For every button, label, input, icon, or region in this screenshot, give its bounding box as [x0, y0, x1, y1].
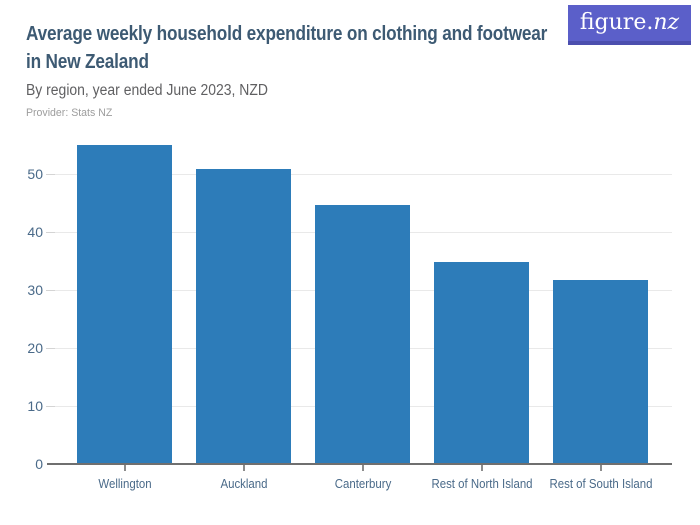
chart-subtitle: By region, year ended June 2023, NZD: [26, 82, 268, 99]
x-axis-tick-rest-of-north-island: [480, 465, 483, 471]
y-axis-label-0: 0: [35, 456, 43, 472]
chart-title-line2: in New Zealand: [26, 51, 149, 73]
bar-rest-of-south-island: [553, 279, 648, 464]
y-axis-tick-20: [46, 348, 55, 349]
logo-text-main: figure.: [579, 10, 654, 35]
x-axis-line: [47, 463, 672, 465]
y-axis-tick-30: [46, 290, 55, 291]
provider-label: Provider: Stats NZ: [26, 107, 113, 119]
x-axis-label-rest-of-south-island: Rest of South Island: [548, 476, 653, 491]
gridline-50: [55, 174, 672, 175]
x-axis-tick-canterbury: [361, 465, 364, 471]
y-axis-label-20: 20: [27, 340, 43, 356]
x-axis-label-rest-of-north-island: Rest of North Island: [430, 476, 533, 491]
x-axis-label-auckland: Auckland: [219, 476, 268, 491]
chart-title-line1: Average weekly household expenditure on …: [26, 23, 548, 45]
bar-auckland: [196, 169, 291, 464]
figure-nz-logo[interactable]: figure.nz: [568, 5, 691, 45]
y-axis-tick-50: [46, 174, 55, 175]
x-axis-label-canterbury: Canterbury: [334, 476, 391, 491]
x-axis-tick-wellington: [123, 465, 126, 471]
logo-text-suffix: nz: [653, 10, 680, 35]
chart-title: Average weekly household expenditure on …: [26, 20, 632, 76]
x-axis-tick-rest-of-south-island: [599, 465, 602, 471]
y-axis-label-40: 40: [27, 224, 43, 240]
y-axis-tick-40: [46, 232, 55, 233]
figure-nz-logo-text: figure.nz: [580, 5, 679, 41]
bar-wellington: [77, 145, 172, 464]
y-axis-label-50: 50: [27, 166, 43, 182]
y-axis-tick-10: [46, 406, 55, 407]
bar-canterbury: [315, 204, 410, 464]
y-axis-label-30: 30: [27, 282, 43, 298]
bar-rest-of-north-island: [434, 262, 529, 464]
x-axis-tick-auckland: [242, 465, 245, 471]
x-axis-label-wellington: Wellington: [97, 476, 152, 491]
y-axis-label-10: 10: [27, 398, 43, 414]
